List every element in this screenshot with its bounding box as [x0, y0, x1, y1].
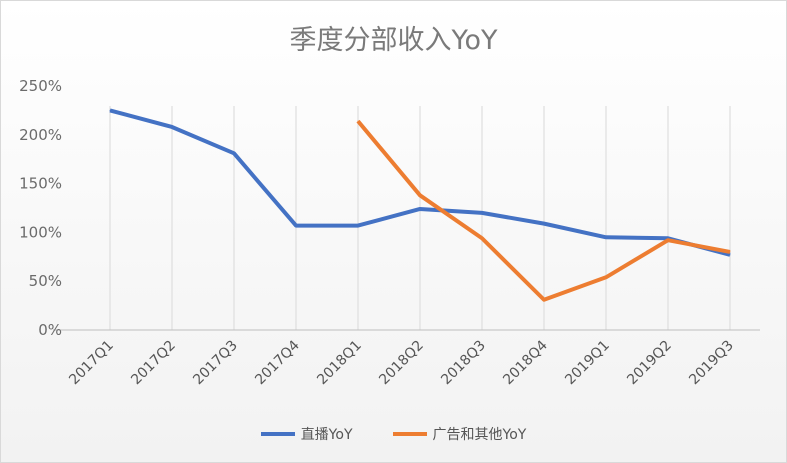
- data-point: [667, 239, 669, 241]
- category-label: 2019Q1: [562, 338, 613, 389]
- category-label: 2018Q3: [438, 338, 489, 389]
- data-point: [481, 212, 483, 214]
- data-point: [481, 237, 483, 239]
- data-point: [605, 236, 607, 238]
- y-tick-label: 200%: [19, 126, 62, 144]
- data-point: [543, 299, 545, 301]
- data-point: [419, 194, 421, 196]
- data-point: [171, 126, 173, 128]
- category-label: 2018Q2: [376, 338, 427, 389]
- data-point: [729, 254, 731, 256]
- category-label: 2019Q3: [686, 338, 737, 389]
- category-label: 2018Q1: [314, 338, 365, 389]
- legend-item-ads: 广告和其他YoY: [392, 424, 527, 444]
- category-label: 2018Q4: [500, 337, 551, 388]
- data-point: [605, 276, 607, 278]
- y-tick-label: 100%: [19, 223, 62, 241]
- category-label: 2017Q1: [66, 338, 117, 389]
- y-tick-label: 50%: [29, 272, 62, 290]
- data-point: [357, 225, 359, 227]
- legend-label: 直播YoY: [300, 427, 353, 443]
- data-point: [109, 109, 111, 111]
- data-point: [357, 120, 359, 122]
- legend-label: 广告和其他YoY: [432, 427, 527, 443]
- chart-title: 季度分部收入YoY: [289, 25, 498, 56]
- legend-swatch: [260, 432, 295, 436]
- category-label: 2019Q2: [624, 338, 675, 389]
- data-point: [295, 225, 297, 227]
- y-tick-label: 0%: [38, 321, 62, 339]
- data-point: [729, 251, 731, 253]
- data-point: [233, 152, 235, 154]
- data-point: [543, 223, 545, 225]
- category-label: 2017Q2: [128, 338, 179, 389]
- y-tick-label: 150%: [19, 175, 62, 193]
- legend-item-live: 直播YoY: [260, 424, 353, 444]
- y-tick-label: 250%: [19, 77, 62, 95]
- category-label: 2017Q3: [190, 338, 241, 389]
- category-label: 2017Q4: [252, 337, 303, 388]
- legend: 直播YoY 广告和其他YoY: [0, 424, 787, 444]
- legend-swatch: [392, 432, 427, 436]
- data-point: [419, 208, 421, 210]
